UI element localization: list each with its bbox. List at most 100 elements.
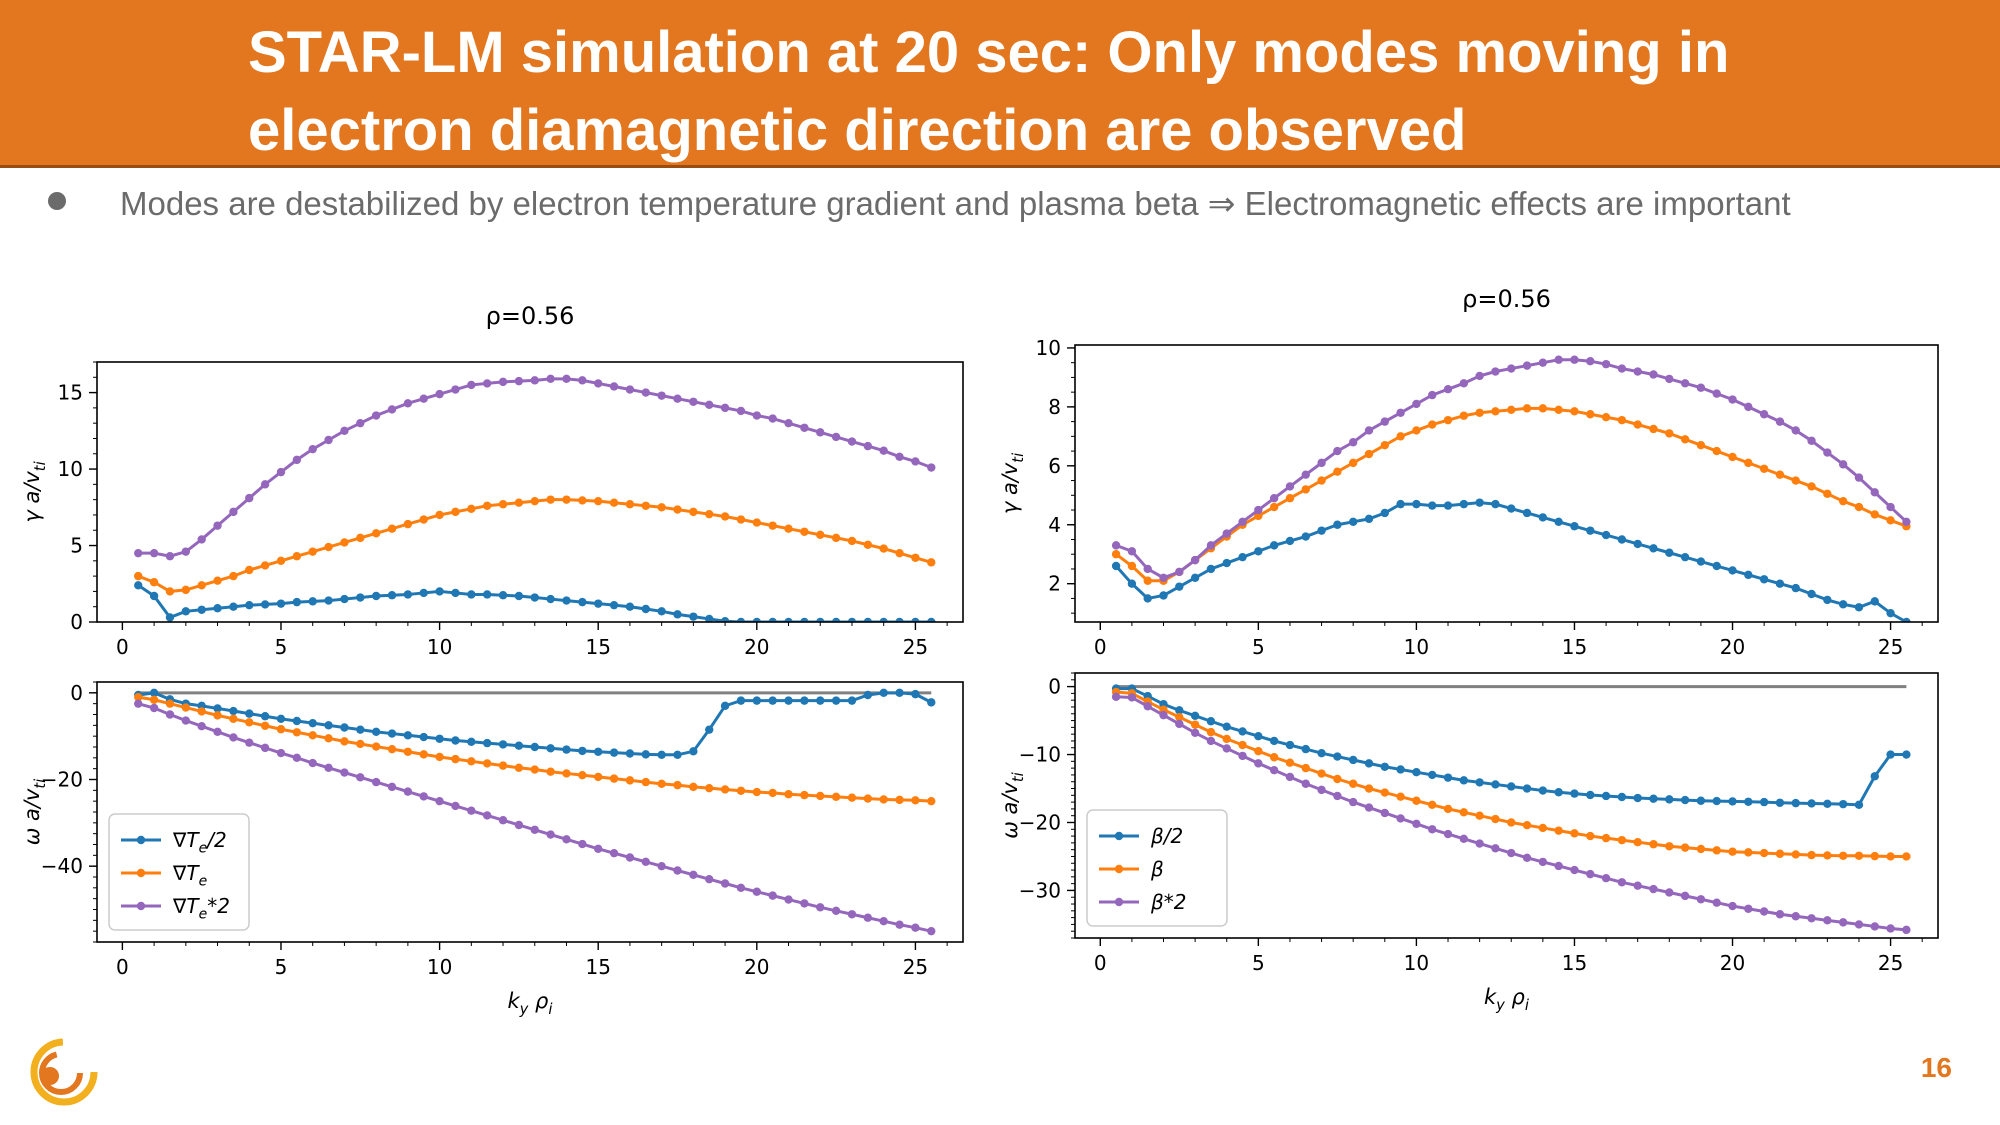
data-point — [229, 706, 238, 716]
data-point — [1554, 405, 1563, 415]
series-1 — [134, 495, 936, 596]
data-point — [435, 752, 444, 762]
data-point — [705, 874, 714, 884]
data-point — [546, 374, 555, 384]
data-point — [594, 772, 603, 782]
data-point — [1633, 881, 1642, 890]
data-point — [863, 441, 873, 451]
data-point — [1665, 374, 1674, 384]
data-point — [1507, 782, 1516, 791]
data-point — [1443, 415, 1453, 425]
data-point — [800, 527, 809, 536]
legend: ∇Te​/2 ∇Te​ ∇Te​*2 — [108, 813, 250, 931]
data-point — [1759, 907, 1769, 916]
data-point — [1870, 772, 1879, 781]
page-number: 16 — [1920, 1052, 1952, 1083]
data-point — [308, 597, 317, 606]
plot-frame — [1074, 344, 1939, 623]
data-point — [657, 861, 666, 871]
data-point — [1428, 501, 1437, 510]
data-point — [1380, 508, 1389, 518]
data-point — [1886, 608, 1895, 618]
data-point — [1143, 564, 1152, 574]
data-point — [1854, 851, 1864, 860]
x-tick-label: 10 — [427, 955, 452, 979]
y-tick-label: 10 — [58, 457, 83, 481]
data-point — [260, 600, 270, 609]
data-point — [673, 780, 682, 790]
data-point — [546, 594, 555, 604]
data-point — [895, 548, 904, 558]
data-point — [1617, 415, 1627, 425]
data-point — [530, 765, 539, 774]
data-point — [1554, 861, 1563, 871]
data-point — [831, 432, 841, 442]
data-point — [1364, 803, 1374, 812]
y-tick-label: −40 — [41, 854, 83, 878]
data-point — [1601, 530, 1611, 540]
data-point — [1459, 834, 1469, 843]
data-point — [1854, 603, 1864, 612]
data-point — [530, 593, 539, 602]
data-point — [419, 732, 428, 742]
data-point — [1380, 808, 1389, 818]
data-point — [260, 743, 270, 753]
data-point — [1838, 460, 1848, 469]
data-point — [1348, 779, 1358, 788]
data-point — [1285, 536, 1295, 546]
data-point — [403, 399, 413, 408]
data-point — [451, 385, 460, 394]
data-point — [1649, 370, 1658, 379]
data-point — [1254, 505, 1263, 515]
data-point — [340, 594, 349, 604]
data-point — [1443, 385, 1453, 394]
data-point — [1633, 539, 1642, 549]
data-point — [1111, 692, 1121, 701]
data-point — [1111, 550, 1121, 559]
data-point — [1554, 826, 1563, 835]
data-point — [625, 853, 635, 862]
data-point — [1317, 458, 1326, 468]
data-point — [1680, 552, 1690, 562]
data-point — [1222, 734, 1231, 744]
data-point — [292, 728, 302, 737]
data-point — [324, 435, 333, 445]
logo-icon — [30, 1038, 98, 1106]
data-point — [594, 844, 603, 854]
data-point — [768, 696, 777, 705]
data-point — [768, 414, 777, 423]
data-point — [641, 857, 650, 867]
data-point — [1854, 920, 1864, 929]
data-point — [419, 394, 428, 403]
data-point — [276, 725, 286, 734]
data-point — [879, 688, 888, 698]
data-point — [451, 588, 460, 598]
series-2 — [134, 374, 936, 561]
data-point — [1791, 426, 1800, 435]
data-point — [562, 374, 571, 384]
data-point — [1791, 476, 1800, 485]
data-point — [1364, 514, 1374, 524]
data-point — [1680, 435, 1690, 444]
data-point — [1617, 835, 1627, 845]
data-point — [1301, 470, 1310, 479]
data-point — [1902, 517, 1911, 527]
data-point — [689, 870, 698, 880]
data-point — [578, 597, 587, 607]
data-point — [1665, 795, 1674, 804]
data-point — [1870, 597, 1879, 606]
series-line — [1116, 695, 1907, 932]
data-point — [276, 599, 286, 608]
data-point — [625, 749, 635, 758]
data-point — [229, 571, 238, 581]
data-point — [927, 617, 936, 622]
data-point — [1744, 797, 1753, 806]
data-point — [927, 796, 936, 806]
data-point — [1507, 364, 1516, 373]
data-point — [260, 712, 270, 721]
data-point — [641, 501, 650, 510]
data-point — [514, 820, 524, 830]
data-point — [673, 505, 682, 514]
data-point — [371, 529, 381, 538]
